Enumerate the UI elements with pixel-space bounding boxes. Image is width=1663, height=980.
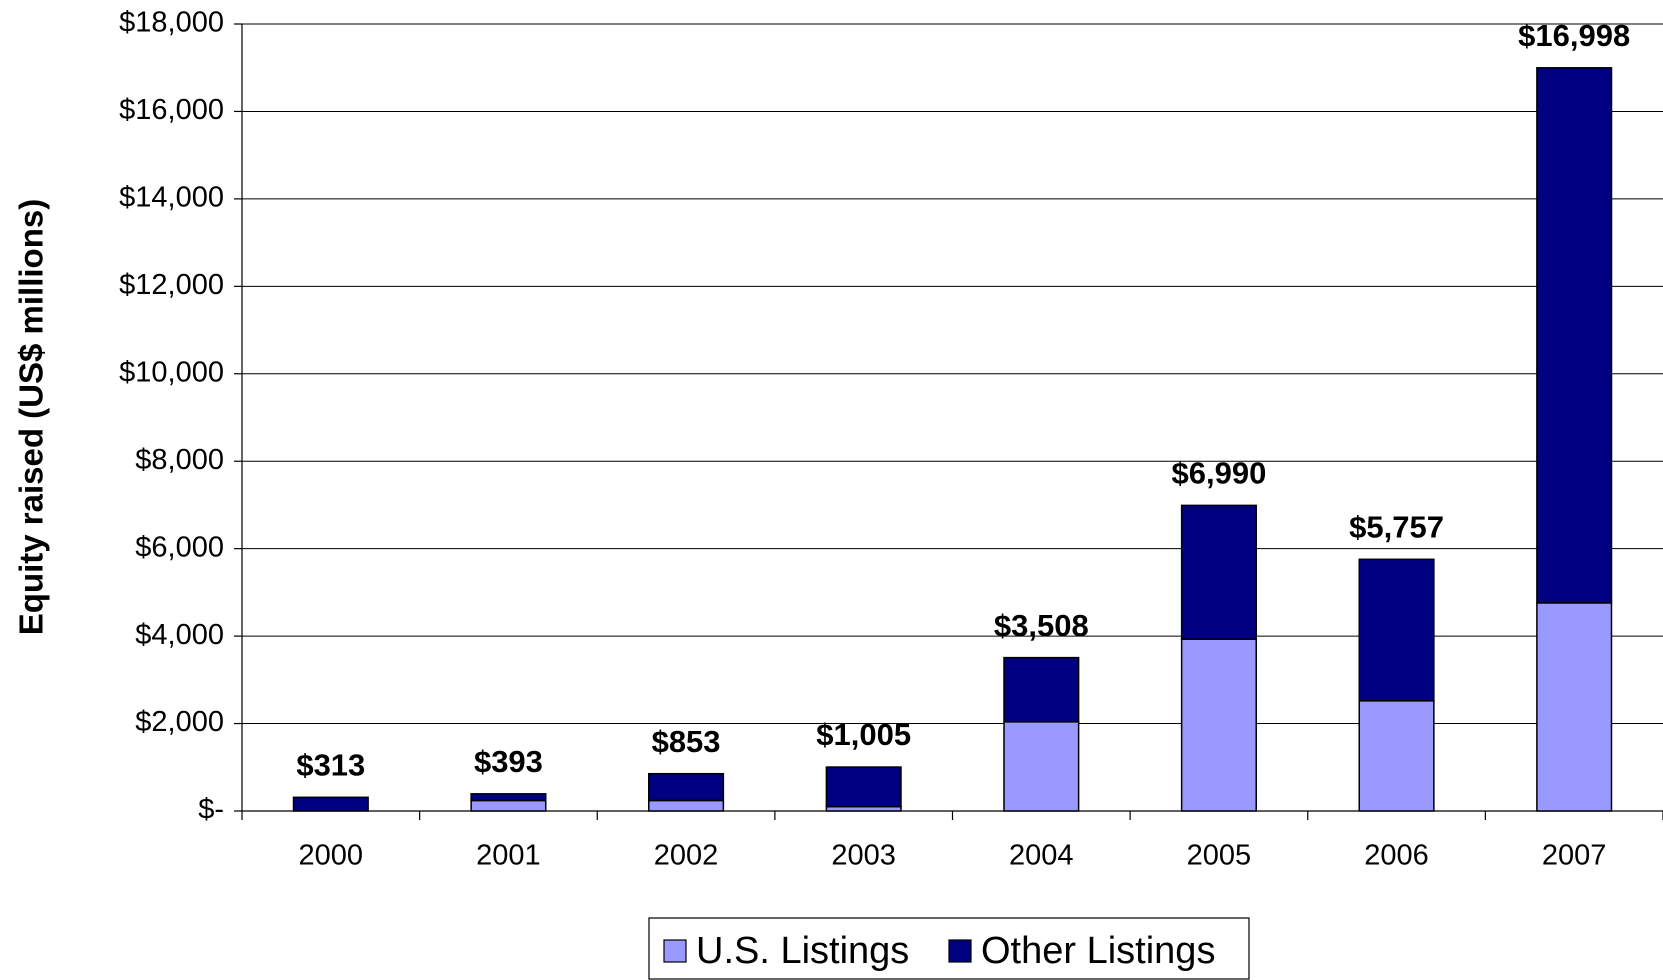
bar-segment: [1358, 700, 1435, 812]
x-tick-label: 2005: [1187, 840, 1252, 872]
x-tick-label: 2002: [654, 840, 719, 872]
y-tick-label: $16,000: [119, 94, 224, 126]
x-tick-label: 2006: [1364, 840, 1429, 872]
total-label: $313: [296, 748, 365, 783]
x-tick-label: 2004: [1009, 840, 1074, 872]
total-label: $16,998: [1518, 18, 1630, 53]
legend-label: Other Listings: [981, 930, 1215, 972]
legend-swatch: [663, 939, 687, 963]
bar-segment: [470, 793, 547, 802]
bar-segment: [1358, 558, 1435, 702]
y-tick-label: $6,000: [135, 531, 224, 563]
total-label: $1,005: [816, 717, 911, 752]
bar-segment: [648, 799, 725, 812]
bar-segment: [1180, 638, 1257, 812]
x-tick-label: 2003: [831, 840, 896, 872]
x-tick-label: 2007: [1542, 840, 1607, 872]
total-label: $853: [652, 724, 721, 759]
y-tick-label: $2,000: [135, 706, 224, 738]
bar-segment: [470, 799, 547, 812]
y-tick-label: $12,000: [119, 269, 224, 301]
bar-segment: [292, 796, 369, 812]
bar-segment: [1536, 67, 1613, 604]
y-tick-label: $-: [198, 794, 224, 826]
legend-label: U.S. Listings: [696, 930, 909, 972]
bar-segment: [1536, 602, 1613, 812]
y-tick-label: $18,000: [119, 7, 224, 39]
y-tick-label: $4,000: [135, 619, 224, 651]
legend-swatch: [948, 939, 972, 963]
bar-segment: [1003, 656, 1080, 723]
x-tick-label: 2001: [476, 840, 541, 872]
total-label: $393: [474, 744, 543, 779]
total-label: $5,757: [1349, 509, 1444, 544]
y-tick-label: $8,000: [135, 444, 224, 476]
y-axis-label: Equity raised (US$ millions): [13, 199, 50, 635]
total-label: $6,990: [1172, 456, 1267, 491]
bar-segment: [648, 772, 725, 802]
y-tick-label: $14,000: [119, 182, 224, 214]
bar-segment: [1180, 504, 1257, 640]
bar-segment: [825, 766, 902, 808]
total-label: $3,508: [994, 608, 1089, 643]
x-tick-label: 2000: [299, 840, 364, 872]
bar-segment: [1003, 721, 1080, 812]
y-tick-label: $10,000: [119, 356, 224, 388]
